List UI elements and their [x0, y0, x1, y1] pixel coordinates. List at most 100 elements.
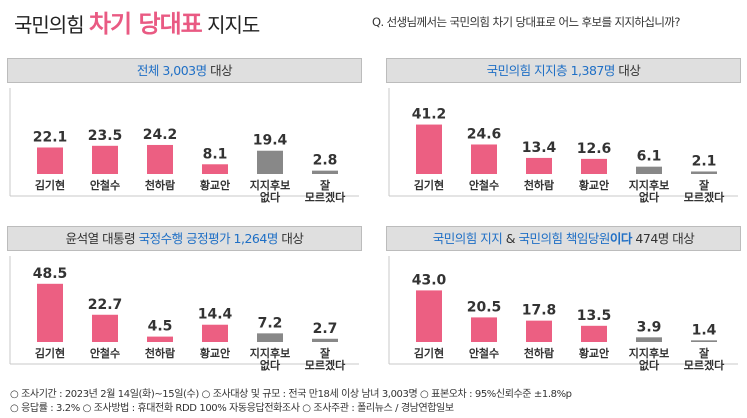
data-label: 2.7	[313, 321, 338, 337]
data-label: 3.9	[637, 319, 662, 335]
title-prefix: 국민의힘	[14, 13, 85, 37]
bar	[691, 340, 717, 342]
page-title: 국민의힘 차기 당대표 지지도	[14, 4, 260, 39]
survey-question: Q. 선생님께서는 국민의힘 차기 당대표로 어느 후보를 지지하십니까?	[372, 15, 680, 29]
data-label: 20.5	[467, 299, 502, 315]
bar	[37, 283, 63, 342]
footer-line-1: ○ 조사기간 : 2023년 2월 14일(화)~15일(수) ○ 조사대상 및…	[10, 389, 572, 400]
category-label: 김기현	[35, 346, 65, 360]
data-label: 22.7	[88, 297, 123, 313]
data-label: 13.5	[577, 308, 612, 324]
panel-title-part: 474명 대상	[631, 231, 695, 246]
data-label: 13.4	[522, 140, 557, 156]
bar	[257, 333, 283, 342]
bar	[636, 337, 662, 342]
data-label: 17.8	[522, 303, 557, 319]
data-label: 23.5	[88, 128, 123, 144]
category-label: 안철수	[90, 178, 120, 192]
panel-title: 국민의힘 지지층 1,387명 대상	[386, 58, 741, 83]
category-label: 안철수	[90, 346, 120, 360]
data-label: 2.8	[313, 153, 338, 169]
panel-title-part: 국민의힘 지지	[432, 231, 503, 246]
bar	[202, 164, 228, 174]
survey-footer: ○ 조사기간 : 2023년 2월 14일(화)~15일(수) ○ 조사대상 및…	[10, 388, 740, 416]
category-label: 지지후보	[250, 346, 290, 360]
bar	[691, 171, 717, 174]
footer-line-2: ○ 응답률 : 3.2% ○ 조사방법 : 휴대전화 RDD 100% 자동응답…	[10, 403, 454, 414]
category-label: 없다	[260, 358, 281, 372]
bar	[92, 314, 118, 342]
panel-title: 국민의힘 지지 & 국민의힘 책임당원이다 474명 대상	[386, 226, 741, 251]
bar	[471, 317, 497, 342]
category-label: 잘	[699, 179, 709, 192]
panel-title-part: 대상	[277, 231, 304, 246]
data-label: 24.2	[143, 127, 178, 143]
panel-title-part: 국민의힘 지지층 1,387명	[486, 63, 616, 78]
category-label: 모르겠다	[684, 190, 725, 204]
panel-title-part: 전체 3,003명	[136, 63, 207, 78]
data-label: 12.6	[577, 141, 612, 157]
category-label: 황교안	[579, 346, 609, 360]
category-label: 없다	[260, 190, 281, 204]
category-label: 없다	[639, 358, 660, 372]
data-label: 6.1	[637, 149, 662, 165]
category-label: 김기현	[414, 178, 444, 192]
data-label: 1.4	[692, 322, 717, 338]
data-label: 43.0	[412, 272, 447, 288]
panel-title-part: 국정수행 긍정평가 1,264명	[138, 231, 279, 246]
chart-panel-ppp-supporters: 국민의힘 지지층 1,387명 대상 41.2 김기현 24.6 안철수 13.4 천하람…	[386, 58, 741, 222]
category-label: 천하람	[145, 178, 175, 192]
category-label: 안철수	[469, 346, 499, 360]
category-label: 안철수	[469, 178, 499, 192]
category-label: 황교안	[579, 178, 609, 192]
bar	[92, 145, 118, 174]
category-label: 모르겠다	[305, 358, 346, 372]
panel-title-part: &	[502, 231, 519, 246]
panel-title-part: 국민의힘 책임당원	[518, 231, 610, 246]
bar	[257, 150, 283, 174]
chart-panel-party-members: 국민의힘 지지 & 국민의힘 책임당원이다 474명 대상 43.0 김기현 20.…	[386, 226, 741, 390]
data-label: 4.5	[148, 319, 173, 335]
data-label: 19.4	[253, 133, 288, 149]
bar	[312, 338, 338, 342]
panel-title-part: 윤석열 대통령	[65, 231, 139, 246]
category-label: 잘	[320, 347, 330, 360]
bar	[37, 147, 63, 174]
bar	[526, 320, 552, 342]
bar	[416, 290, 442, 342]
category-label: 천하람	[145, 346, 175, 360]
category-label: 잘	[699, 347, 709, 360]
bar	[471, 144, 497, 174]
category-label: 지지후보	[250, 178, 290, 192]
data-label: 48.5	[33, 266, 68, 282]
panel-title: 전체 3,003명 대상	[7, 58, 362, 83]
panel-title-part: 대상	[206, 63, 233, 78]
category-label: 없다	[639, 190, 660, 204]
data-label: 22.1	[33, 129, 68, 145]
bar	[581, 325, 607, 342]
bar	[147, 336, 173, 342]
category-label: 황교안	[200, 346, 230, 360]
data-label: 2.1	[692, 153, 717, 169]
chart-panel-all: 전체 3,003명 대상 22.1 김기현 23.5 안철수 24.2 천하람 8.1 황교안…	[7, 58, 362, 222]
category-label: 천하람	[524, 178, 554, 192]
data-label: 7.2	[258, 315, 283, 331]
header: 국민의힘 차기 당대표 지지도 Q. 선생님께서는 국민의힘 차기 당대표로 어…	[0, 0, 747, 44]
data-label: 41.2	[412, 107, 447, 123]
category-label: 김기현	[35, 178, 65, 192]
category-label: 천하람	[524, 346, 554, 360]
title-highlight: 차기 당대표	[88, 10, 203, 38]
bar	[636, 166, 662, 174]
category-label: 모르겠다	[305, 190, 346, 204]
data-label: 14.4	[198, 307, 233, 323]
category-label: 모르겠다	[684, 358, 725, 372]
panel-title-part: 이다	[609, 231, 633, 246]
bar	[416, 124, 442, 174]
category-label: 김기현	[414, 346, 444, 360]
bar	[312, 170, 338, 174]
panel-title-part: 대상	[614, 63, 641, 78]
bar	[581, 158, 607, 174]
